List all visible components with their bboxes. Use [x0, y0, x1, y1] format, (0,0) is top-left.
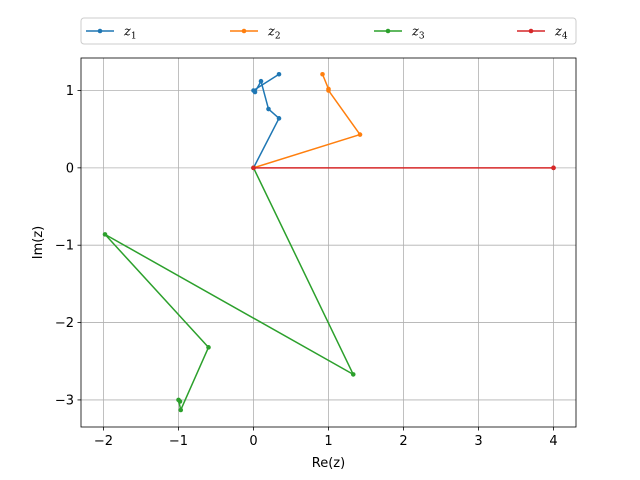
y-tick-label: −1: [55, 239, 74, 254]
data-point: [258, 78, 264, 84]
y-tick-label: 0: [66, 161, 74, 176]
x-tick-label: 1: [324, 434, 332, 449]
x-tick-label: 3: [474, 434, 482, 449]
series-layer: [102, 71, 556, 413]
data-point: [206, 345, 211, 350]
data-point: [551, 165, 556, 171]
axis-ticks: −2 −1 0 1 2 3 4 −3 −2 −1 0 1: [55, 84, 558, 449]
data-point: [326, 86, 331, 92]
legend-label: z3: [411, 25, 425, 42]
x-tick-label: 2: [399, 434, 407, 449]
y-tick-label: −3: [55, 393, 74, 408]
legend-label: z4: [554, 25, 568, 42]
data-point: [276, 71, 282, 77]
legend-marker: [385, 28, 391, 34]
x-axis-label: Re(z): [312, 456, 345, 471]
legend-box: [80, 17, 577, 45]
data-point: [251, 88, 256, 93]
data-point: [177, 399, 183, 404]
y-tick-label: −2: [55, 316, 74, 331]
series-z4: [251, 165, 556, 171]
data-point: [350, 372, 356, 377]
data-point: [102, 232, 108, 237]
x-tick-label: 0: [249, 434, 257, 449]
data-point: [276, 116, 282, 121]
data-point: [357, 132, 363, 137]
legend-label: z2: [267, 25, 281, 42]
x-tick-label: −1: [169, 434, 188, 449]
legend-marker: [528, 28, 534, 34]
legend-marker: [97, 28, 103, 34]
data-point: [320, 71, 325, 77]
series-z3: [102, 165, 356, 413]
data-point: [178, 407, 184, 413]
data-point: [251, 165, 256, 171]
legend-item: z3: [374, 25, 425, 42]
data-point: [266, 106, 271, 112]
legend-item: z1: [86, 25, 137, 42]
legend-item: z2: [230, 25, 281, 42]
legend-label: z1: [123, 25, 137, 42]
x-tick-label: 4: [549, 434, 557, 449]
legend: z1 z2 z3 z4: [80, 17, 577, 45]
x-tick-label: −2: [94, 434, 113, 449]
legend-item: z4: [517, 25, 568, 42]
legend-marker: [241, 28, 247, 34]
y-axis-label: Im(z): [31, 226, 46, 259]
y-tick-label: 1: [66, 84, 74, 99]
